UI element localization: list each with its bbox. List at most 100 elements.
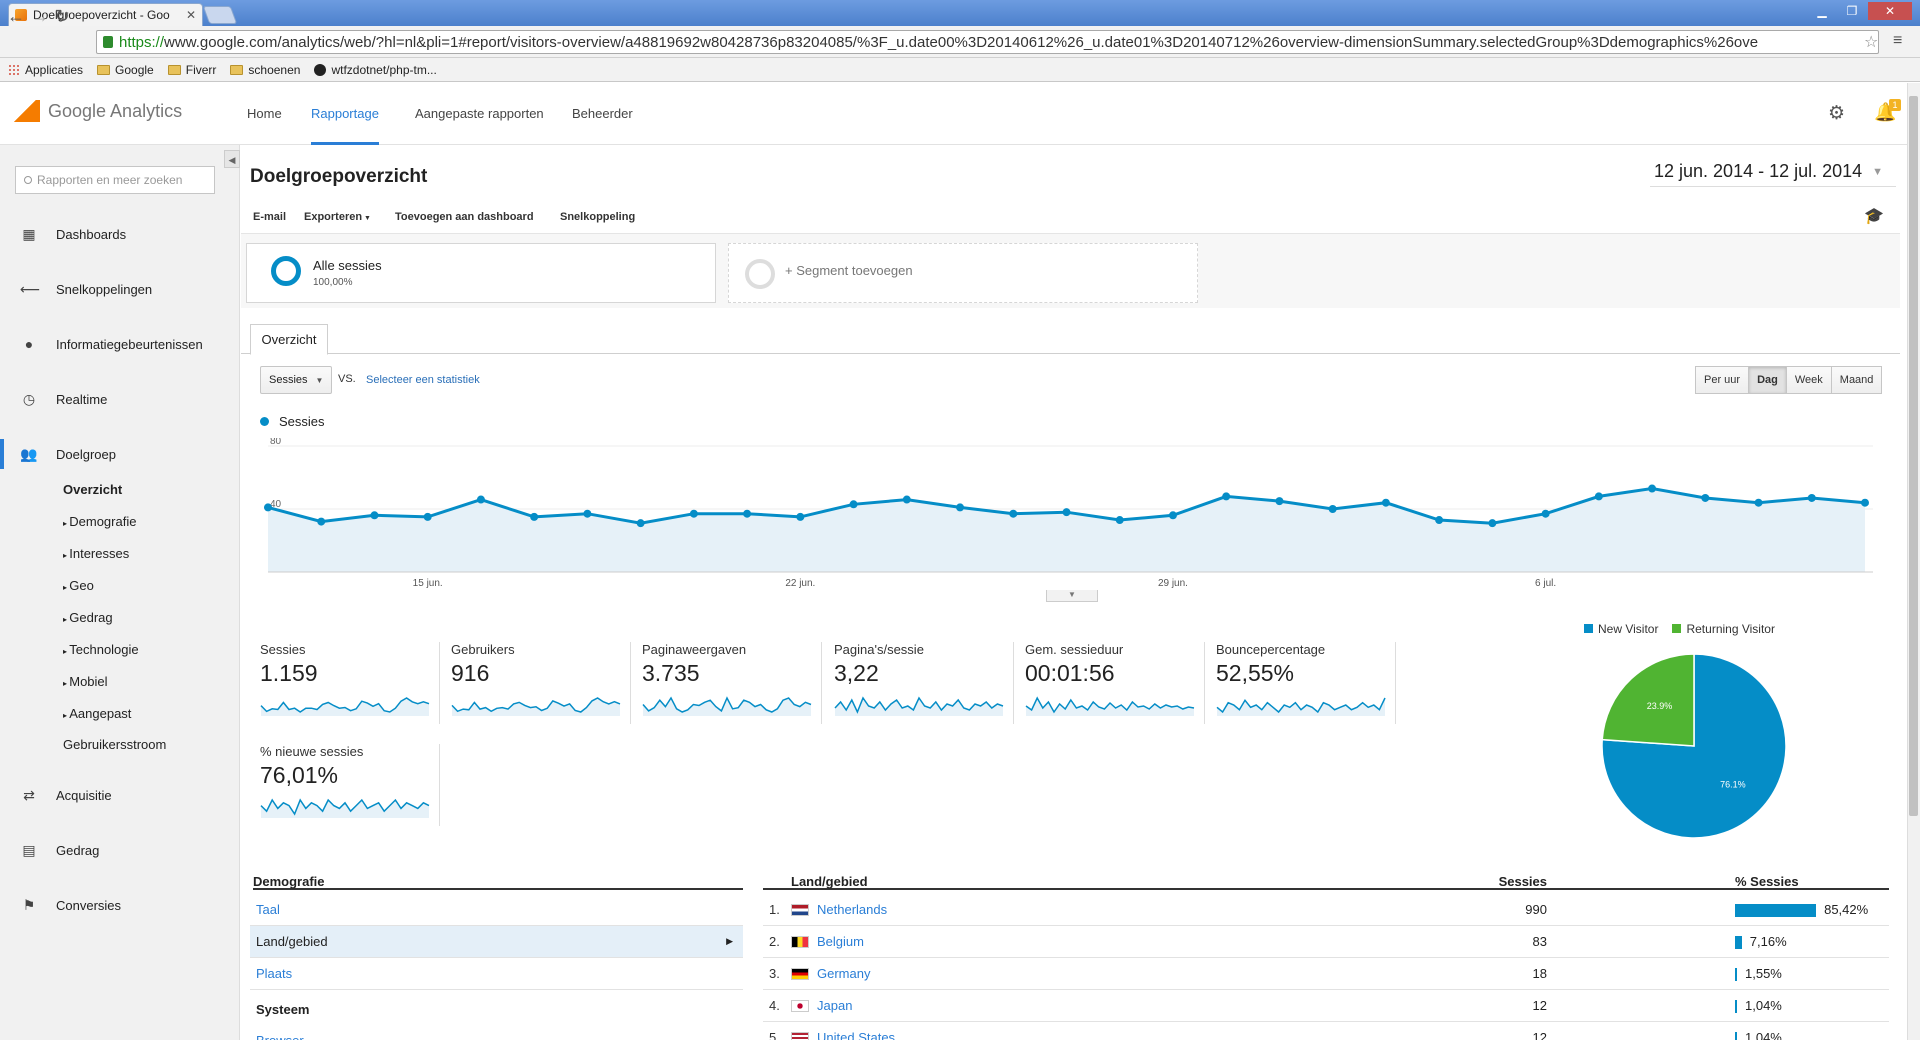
- data-point[interactable]: [1861, 498, 1869, 507]
- bookmark-apps[interactable]: Applicaties: [8, 63, 83, 77]
- sidebar-sub-aangepast[interactable]: ▸ Aangepast: [63, 706, 131, 721]
- data-point[interactable]: [530, 512, 539, 521]
- bookmark-star-icon[interactable]: ☆: [1864, 34, 1879, 51]
- sidebar-sub-gedrag[interactable]: ▸ Gedrag: [63, 610, 113, 625]
- sidebar-item-conversies[interactable]: ⚑ Conversies: [0, 890, 240, 920]
- metric-select[interactable]: Sessies ▼: [260, 366, 332, 394]
- bookmark-google[interactable]: Google: [97, 63, 154, 77]
- data-point[interactable]: [264, 503, 272, 512]
- systeem-row-browser[interactable]: Browser: [256, 1032, 304, 1040]
- scorecard[interactable]: Bouncepercentage 52,55%: [1216, 642, 1396, 724]
- bookmark-github[interactable]: wtfzdotnet/php-tm...: [314, 63, 437, 77]
- ga-logo[interactable]: Google Analytics: [14, 100, 182, 122]
- minimize-icon[interactable]: ▁: [1817, 4, 1827, 18]
- sidebar-item-dashboards[interactable]: ▦ Dashboards: [0, 219, 240, 249]
- demografie-row-plaats[interactable]: Plaats: [250, 958, 743, 990]
- scorecard[interactable]: Paginaweergaven 3.735: [642, 642, 822, 724]
- add-to-dashboard-button[interactable]: Toevoegen aan dashboard: [395, 211, 534, 223]
- data-point[interactable]: [796, 512, 805, 521]
- gear-icon[interactable]: ⚙: [1828, 103, 1846, 124]
- pie-slice[interactable]: [1601, 653, 1695, 747]
- country-link[interactable]: Netherlands: [817, 902, 888, 917]
- country-link[interactable]: Germany: [817, 966, 871, 981]
- data-point[interactable]: [1168, 511, 1177, 520]
- segment-all-sessions[interactable]: Alle sessies 100,00%: [246, 243, 716, 303]
- data-point[interactable]: [1435, 516, 1444, 525]
- data-point[interactable]: [1381, 498, 1390, 507]
- scorecard[interactable]: Gem. sessieduur 00:01:56: [1025, 642, 1205, 724]
- select-statistic-link[interactable]: Selecteer een statistiek: [366, 374, 480, 386]
- data-point[interactable]: [370, 511, 379, 520]
- data-point[interactable]: [423, 512, 432, 521]
- sidebar-sub-geo[interactable]: ▸ Geo: [63, 578, 94, 593]
- data-point[interactable]: [1275, 497, 1284, 506]
- tab-overzicht[interactable]: Overzicht: [250, 324, 328, 355]
- data-point[interactable]: [1115, 516, 1124, 525]
- sidebar-item-realtime[interactable]: ◷ Realtime: [0, 384, 240, 414]
- data-point[interactable]: [1648, 484, 1657, 493]
- period-hour-button[interactable]: Per uur: [1695, 366, 1750, 394]
- data-point[interactable]: [1701, 493, 1710, 502]
- reload-icon[interactable]: ↻: [54, 6, 70, 26]
- sidebar-sub-overzicht[interactable]: Overzicht: [63, 482, 123, 497]
- chrome-menu-icon[interactable]: ≡: [1893, 32, 1903, 49]
- restore-icon[interactable]: ❐: [1846, 4, 1858, 18]
- sidebar-item-snelkoppelingen[interactable]: ⟵ Snelkoppelingen: [0, 274, 240, 304]
- data-point[interactable]: [1594, 492, 1603, 501]
- chart-resize-handle[interactable]: ▼: [1046, 590, 1098, 602]
- sidebar-item-informatiegebeurtenissen[interactable]: ● Informatiegebeurtenissen: [0, 329, 240, 359]
- scorecard[interactable]: Pagina's/sessie 3,22: [834, 642, 1014, 724]
- tab-close-icon[interactable]: ✕: [185, 8, 196, 22]
- data-point[interactable]: [1062, 508, 1071, 517]
- data-point[interactable]: [636, 519, 645, 528]
- country-link[interactable]: Belgium: [817, 934, 864, 949]
- data-point[interactable]: [1009, 509, 1018, 518]
- data-point[interactable]: [476, 495, 485, 504]
- scrollbar-thumb[interactable]: [1909, 96, 1918, 816]
- nav-beheerder[interactable]: Beheerder: [572, 106, 633, 121]
- data-point[interactable]: [1328, 505, 1337, 513]
- data-point[interactable]: [849, 500, 858, 509]
- report-search-input[interactable]: Rapporten en meer zoeken: [15, 166, 215, 194]
- data-point[interactable]: [1807, 493, 1816, 502]
- data-point[interactable]: [317, 517, 326, 526]
- sidebar-item-gedrag[interactable]: ▤ Gedrag: [0, 835, 240, 865]
- demografie-row-taal[interactable]: Taal: [250, 894, 743, 926]
- add-segment-button[interactable]: + Segment toevoegen: [728, 243, 1198, 303]
- nav-rapportage[interactable]: Rapportage: [311, 83, 379, 145]
- scorecard[interactable]: Gebruikers 916: [451, 642, 631, 724]
- bookmark-fiverr[interactable]: Fiverr: [167, 63, 216, 77]
- email-button[interactable]: E-mail: [253, 211, 287, 223]
- data-point[interactable]: [583, 509, 592, 518]
- back-icon[interactable]: ←: [7, 6, 25, 26]
- address-bar[interactable]: https:// www.google.com/analytics/web/?h…: [96, 30, 1879, 54]
- browser-tab[interactable]: Doelgroepoverzicht - Goo ✕: [8, 3, 203, 26]
- forward-icon[interactable]: →: [31, 6, 49, 26]
- sidebar-item-doelgroep[interactable]: 👥 Doelgroep: [0, 439, 240, 469]
- period-week-button[interactable]: Week: [1785, 366, 1832, 394]
- data-point[interactable]: [743, 509, 752, 518]
- data-point[interactable]: [1541, 509, 1550, 518]
- scorecard[interactable]: Sessies 1.159: [260, 642, 440, 724]
- sidebar-sub-interesses[interactable]: ▸ Interesses: [63, 546, 129, 561]
- collapse-sidebar-icon[interactable]: ◀: [224, 150, 240, 168]
- nav-aangepaste-rapporten[interactable]: Aangepaste rapporten: [415, 106, 544, 121]
- sidebar-sub-technologie[interactable]: ▸ Technologie: [63, 642, 139, 657]
- period-month-button[interactable]: Maand: [1830, 366, 1883, 394]
- data-point[interactable]: [902, 495, 911, 504]
- sidebar-sub-mobiel[interactable]: ▸ Mobiel: [63, 674, 108, 689]
- sidebar-sub-demografie[interactable]: ▸ Demografie: [63, 514, 136, 529]
- graduation-cap-icon[interactable]: 🎓: [1864, 208, 1884, 225]
- export-button[interactable]: Exporteren ▼: [304, 211, 371, 223]
- data-point[interactable]: [1222, 492, 1231, 501]
- sidebar-item-acquisitie[interactable]: ⇄ Acquisitie: [0, 780, 240, 810]
- country-link[interactable]: United States: [817, 1030, 896, 1040]
- data-point[interactable]: [956, 503, 965, 512]
- bookmark-schoenen[interactable]: schoenen: [230, 63, 300, 77]
- data-point[interactable]: [1488, 519, 1497, 528]
- data-point[interactable]: [689, 509, 698, 518]
- period-day-button[interactable]: Dag: [1748, 366, 1787, 394]
- pie-slice[interactable]: [1601, 653, 1787, 839]
- scorecard[interactable]: % nieuwe sessies 76,01%: [260, 744, 440, 826]
- data-point[interactable]: [1754, 498, 1763, 507]
